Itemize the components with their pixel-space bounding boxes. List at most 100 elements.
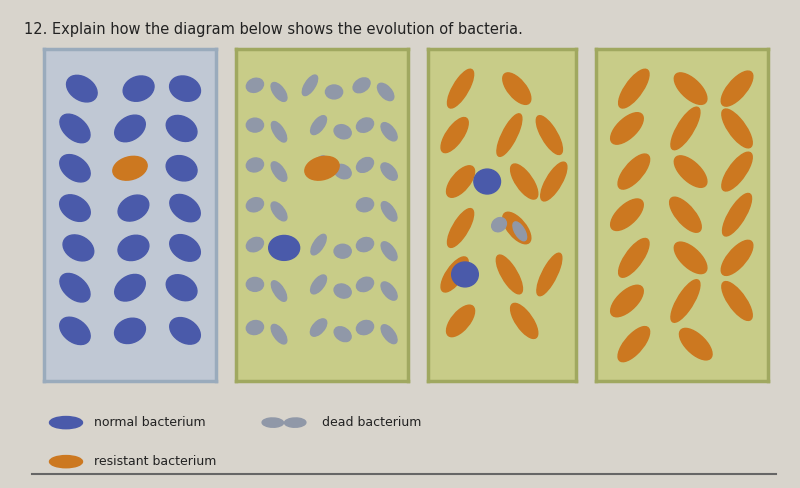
Ellipse shape [271, 281, 286, 301]
Ellipse shape [679, 328, 712, 360]
Ellipse shape [492, 218, 506, 232]
Ellipse shape [262, 418, 283, 427]
Ellipse shape [118, 195, 149, 221]
Ellipse shape [63, 235, 94, 261]
Ellipse shape [446, 166, 474, 197]
Ellipse shape [166, 156, 197, 181]
Ellipse shape [271, 242, 287, 260]
Ellipse shape [310, 275, 326, 294]
Ellipse shape [357, 321, 374, 335]
Ellipse shape [170, 76, 201, 102]
Ellipse shape [334, 124, 351, 139]
Ellipse shape [334, 164, 351, 179]
Ellipse shape [271, 162, 287, 182]
Text: resistant bacterium: resistant bacterium [94, 455, 217, 468]
Ellipse shape [722, 282, 752, 321]
Ellipse shape [378, 83, 394, 101]
Ellipse shape [246, 198, 263, 212]
Ellipse shape [671, 280, 700, 322]
Ellipse shape [610, 285, 643, 317]
Ellipse shape [271, 122, 286, 142]
Ellipse shape [722, 152, 752, 191]
Ellipse shape [246, 118, 263, 132]
Ellipse shape [610, 113, 643, 144]
Ellipse shape [113, 156, 147, 180]
Ellipse shape [285, 418, 306, 427]
Ellipse shape [170, 235, 200, 261]
Ellipse shape [271, 325, 287, 344]
Ellipse shape [271, 202, 287, 221]
Ellipse shape [381, 325, 397, 344]
Ellipse shape [502, 73, 531, 104]
Ellipse shape [60, 317, 90, 345]
Ellipse shape [381, 163, 398, 180]
Ellipse shape [510, 164, 538, 199]
Ellipse shape [452, 262, 478, 287]
Ellipse shape [66, 75, 97, 102]
Ellipse shape [441, 257, 468, 292]
Text: dead bacterium: dead bacterium [322, 416, 421, 429]
Ellipse shape [671, 107, 700, 150]
Ellipse shape [60, 195, 90, 222]
Ellipse shape [302, 75, 318, 96]
Ellipse shape [357, 198, 374, 212]
Ellipse shape [246, 321, 263, 335]
Ellipse shape [114, 274, 146, 301]
Ellipse shape [618, 69, 649, 108]
Ellipse shape [722, 240, 753, 275]
Ellipse shape [271, 82, 287, 102]
Ellipse shape [50, 417, 82, 428]
Ellipse shape [618, 326, 650, 362]
Ellipse shape [114, 318, 146, 344]
Ellipse shape [510, 304, 538, 339]
Text: normal bacterium: normal bacterium [94, 416, 206, 429]
Ellipse shape [310, 319, 326, 336]
Ellipse shape [536, 116, 562, 155]
Ellipse shape [60, 114, 90, 142]
Ellipse shape [357, 158, 374, 172]
Ellipse shape [170, 194, 200, 222]
Ellipse shape [246, 237, 263, 252]
Ellipse shape [334, 327, 351, 342]
Ellipse shape [722, 193, 751, 236]
Ellipse shape [246, 158, 263, 172]
Ellipse shape [537, 253, 562, 296]
Ellipse shape [166, 275, 197, 301]
Ellipse shape [441, 118, 468, 153]
Ellipse shape [474, 169, 501, 194]
Ellipse shape [722, 71, 753, 106]
Text: 12. Explain how the diagram below shows the evolution of bacteria.: 12. Explain how the diagram below shows … [24, 22, 523, 37]
Ellipse shape [618, 239, 649, 277]
Ellipse shape [357, 118, 374, 132]
Ellipse shape [447, 69, 474, 108]
Ellipse shape [381, 282, 397, 300]
Ellipse shape [246, 78, 263, 92]
Ellipse shape [382, 202, 397, 221]
Ellipse shape [618, 154, 650, 189]
Ellipse shape [334, 244, 351, 258]
Ellipse shape [50, 456, 82, 468]
Ellipse shape [381, 122, 397, 141]
Ellipse shape [496, 255, 522, 294]
Ellipse shape [541, 162, 567, 201]
Ellipse shape [60, 155, 90, 182]
Ellipse shape [722, 109, 752, 148]
Ellipse shape [123, 76, 154, 102]
Ellipse shape [269, 236, 300, 260]
Ellipse shape [311, 234, 326, 255]
Ellipse shape [310, 156, 326, 174]
Ellipse shape [170, 318, 200, 344]
Ellipse shape [326, 85, 342, 99]
Ellipse shape [246, 278, 263, 291]
Ellipse shape [447, 208, 474, 247]
Ellipse shape [674, 156, 707, 187]
Ellipse shape [357, 238, 374, 252]
Ellipse shape [353, 78, 370, 93]
Ellipse shape [60, 273, 90, 302]
Ellipse shape [357, 277, 374, 292]
Ellipse shape [310, 116, 326, 135]
Ellipse shape [334, 284, 351, 298]
Ellipse shape [118, 235, 149, 261]
Ellipse shape [497, 114, 522, 156]
Ellipse shape [114, 115, 146, 142]
